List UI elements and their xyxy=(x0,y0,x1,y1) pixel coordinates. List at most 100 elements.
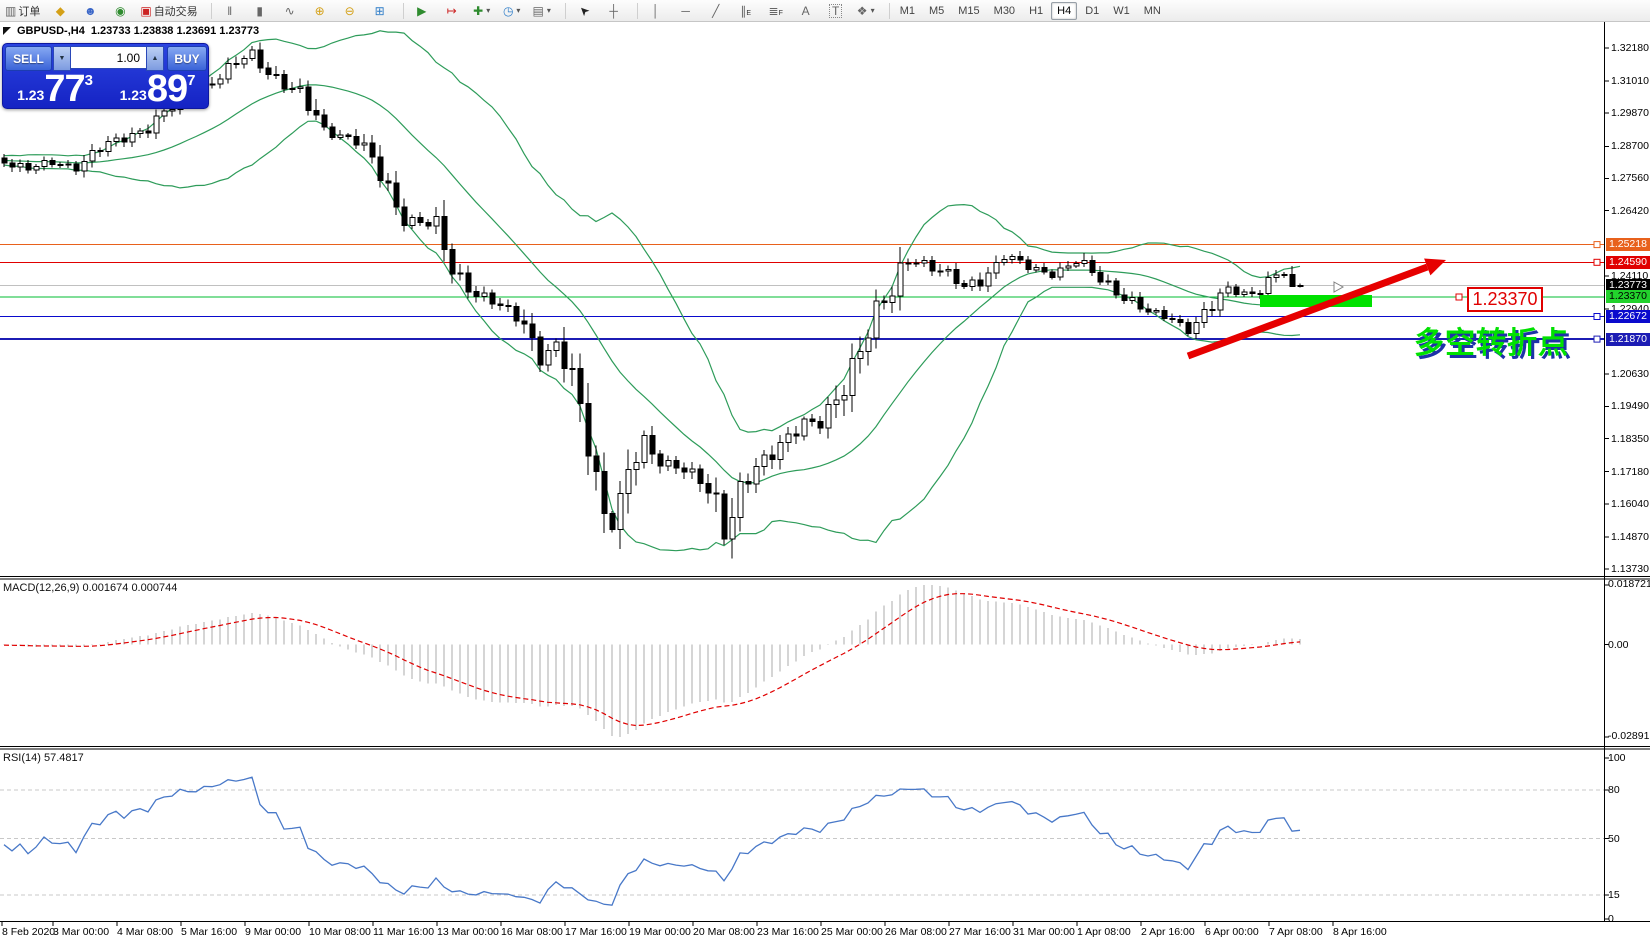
signals-button[interactable]: ◉ xyxy=(106,1,134,21)
time-axis-label: 11 Mar 16:00 xyxy=(373,926,435,938)
text-button[interactable]: A xyxy=(792,1,820,21)
sell-price-display[interactable]: 1.23 77 3 xyxy=(17,68,93,110)
new-order-button[interactable]: ▥ 订单 xyxy=(1,1,44,21)
vertical-line-button[interactable]: │ xyxy=(642,1,670,21)
buy-price-display[interactable]: 1.23 89 7 xyxy=(119,68,196,110)
autotrade-icon: ▣ xyxy=(140,3,152,18)
community-button[interactable]: ☻ xyxy=(76,1,104,21)
rsi-pane[interactable] xyxy=(0,776,1604,906)
fibonacci-button[interactable]: ≣ F xyxy=(762,1,790,21)
zoom-out-icon: ⊖ xyxy=(344,3,355,18)
time-axis-label: 6 Apr 00:00 xyxy=(1205,926,1259,938)
timeframe-h1-button[interactable]: H1 xyxy=(1029,4,1044,17)
time-axis-label: 13 Mar 00:00 xyxy=(437,926,499,938)
callout-anchor-node[interactable] xyxy=(1455,293,1463,301)
level-line-handle[interactable] xyxy=(1593,241,1601,249)
auto-scroll-button[interactable]: ▶ xyxy=(408,1,436,21)
chart-shift-icon: ↦ xyxy=(446,3,457,18)
arrows-icon: ❖ xyxy=(856,3,868,18)
vline-icon: │ xyxy=(651,3,660,18)
price-callout-box[interactable]: 1.23370 xyxy=(1467,287,1543,312)
tile-windows-button[interactable]: ⊞ xyxy=(366,1,394,21)
toolbar-separator xyxy=(205,2,212,19)
price-axis-tick: 1.26420 xyxy=(1611,204,1649,217)
chart-title: GBPUSD-,H4 1.23733 1.23838 1.23691 1.237… xyxy=(3,25,259,37)
time-axis-label: 25 Mar 00:00 xyxy=(821,926,883,938)
trendline-button[interactable]: ╱ xyxy=(702,1,730,21)
dropdown-caret-icon[interactable]: ▾ xyxy=(546,6,551,15)
timeframe-w1-button[interactable]: W1 xyxy=(1113,4,1130,17)
timeframe-m30-button[interactable]: M30 xyxy=(993,4,1016,17)
gold-chart-button[interactable]: ◆ xyxy=(46,1,74,21)
timeframe-h4-button[interactable]: H4 xyxy=(1051,1,1078,20)
text-label-button[interactable]: T xyxy=(822,1,850,21)
price-axis-tick: 1.31010 xyxy=(1611,75,1649,88)
sell-button[interactable]: SELL xyxy=(5,46,52,71)
timeframe-mn-button[interactable]: MN xyxy=(1143,4,1161,17)
time-axis-label: 9 Mar 00:00 xyxy=(245,926,302,938)
pane-borders xyxy=(0,22,1650,926)
radar-icon: ◉ xyxy=(115,3,126,18)
price-axis-tick: 1.24110 xyxy=(1611,269,1649,282)
price-axis-tick: 1.29870 xyxy=(1611,107,1649,120)
crosshair-icon: ┼ xyxy=(609,3,618,18)
price-axis-tick: 1.19490 xyxy=(1611,400,1649,413)
horizontal-line-button[interactable]: ─ xyxy=(672,1,700,21)
time-axis-label: 8 Feb 2020 xyxy=(2,926,56,938)
templates-button[interactable]: ▤ ▾ xyxy=(528,1,556,21)
dropdown-caret-icon[interactable]: ▾ xyxy=(486,6,491,15)
arrows-button[interactable]: ❖ ▾ xyxy=(852,1,880,21)
candlestick-chart-button[interactable]: ▮ xyxy=(246,1,274,21)
level-line-handle[interactable] xyxy=(1593,313,1601,320)
rsi-axis-tick: 0 xyxy=(1608,913,1614,925)
periods-button[interactable]: ◷ ▾ xyxy=(498,1,526,21)
bars-icon: ‖ xyxy=(227,3,233,18)
icon-subscript: E xyxy=(746,10,752,17)
autotrading-button[interactable]: ▣ 自动交易 xyxy=(136,1,201,21)
timeframe-m5-button[interactable]: M5 xyxy=(928,4,945,17)
volume-increase-button[interactable]: ▲ xyxy=(146,46,164,71)
time-axis-label: 7 Apr 08:00 xyxy=(1269,926,1323,938)
volume-decrease-button[interactable]: ▼ xyxy=(53,46,71,71)
channel-button[interactable]: ∥ E xyxy=(732,1,760,21)
main-pane[interactable] xyxy=(0,30,1604,559)
person-icon: ☻ xyxy=(84,3,97,18)
time-axis-label: 23 Mar 16:00 xyxy=(757,926,819,938)
timeframe-d1-button[interactable]: D1 xyxy=(1085,4,1100,17)
crosshair-button[interactable]: ┼ xyxy=(600,1,628,21)
zoom-out-button[interactable]: ⊖ xyxy=(336,1,364,21)
macd-axis-min: -0.028913 xyxy=(1608,730,1650,742)
buy-button[interactable]: BUY xyxy=(167,46,207,71)
time-axis-label: 19 Mar 00:00 xyxy=(629,926,691,938)
new-chart-button[interactable]: ✚ ▾ xyxy=(468,1,496,21)
collapse-panel-icon[interactable] xyxy=(3,27,11,35)
timeframe-m15-button[interactable]: M15 xyxy=(958,4,980,17)
toolbar-separator xyxy=(883,2,890,19)
chart-shift-button[interactable]: ↦ xyxy=(438,1,466,21)
zoom-in-button[interactable]: ⊕ xyxy=(306,1,334,21)
time-axis-label: 10 Mar 08:00 xyxy=(309,926,371,938)
price-level-badge: 1.22672 xyxy=(1606,309,1650,323)
price-axis-tick: 1.18350 xyxy=(1611,432,1649,445)
bollinger-band-line xyxy=(3,120,1301,552)
text-label-icon: T xyxy=(829,3,843,18)
trend-arrow-line[interactable] xyxy=(1186,263,1429,360)
dropdown-caret-icon[interactable]: ▾ xyxy=(516,6,521,15)
new-order-button-label: 订单 xyxy=(18,5,41,18)
bar-chart-button[interactable]: ‖ xyxy=(216,1,244,21)
time-axis-label: 27 Mar 16:00 xyxy=(949,926,1011,938)
dropdown-caret-icon[interactable]: ▾ xyxy=(870,6,875,15)
line-chart-button[interactable]: ∿ xyxy=(276,1,304,21)
price-axis-tick: 1.32180 xyxy=(1611,42,1649,54)
toolbar: ▥ 订单 ◆ ☻ ◉ ▣ 自动交易 ‖ ▮ ∿ ⊕ ⊖ ⊞ ▶ ↦ ✚ ▾ ◷ ▾ ▤ ▾ ➤ ┼ │ ─ ╱ ∥ E ≣ F A T ❖ ▾ M1… xyxy=(0,0,1650,22)
time-axis-label: 31 Mar 00:00 xyxy=(1013,926,1075,938)
level-line-handle[interactable] xyxy=(1593,258,1601,266)
auto-scroll-icon: ▶ xyxy=(417,3,427,18)
macd-pane[interactable] xyxy=(3,585,1301,737)
chart-shift-marker xyxy=(1333,281,1345,293)
timeframe-m1-button[interactable]: M1 xyxy=(899,4,915,17)
price-level-badge: 1.21870 xyxy=(1606,332,1650,346)
volume-input[interactable]: 1.00 xyxy=(71,46,146,69)
level-line-handle[interactable] xyxy=(1593,335,1601,343)
